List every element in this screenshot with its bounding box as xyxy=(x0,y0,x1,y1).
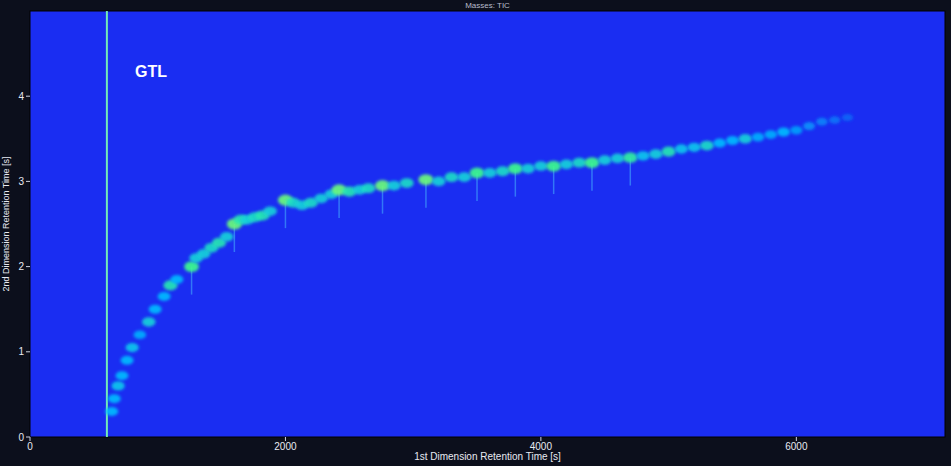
y-tick-label: 4 xyxy=(18,91,24,102)
peak-spot xyxy=(688,143,701,152)
peak-spot xyxy=(636,151,649,160)
y-tick xyxy=(26,437,30,438)
peak-spot xyxy=(418,174,433,185)
peak-spot xyxy=(829,116,841,124)
peak-spot xyxy=(521,164,535,174)
peak-spot xyxy=(263,206,277,216)
peak-spot xyxy=(777,127,790,136)
y-tick-label: 1 xyxy=(18,346,24,357)
peak-spot xyxy=(142,317,156,327)
peak-spot xyxy=(445,172,459,182)
y-tick-label: 0 xyxy=(18,432,24,443)
peak-spot xyxy=(623,152,638,163)
peak-spot xyxy=(585,157,600,168)
peak-spot xyxy=(133,330,146,339)
y-tick xyxy=(26,181,30,182)
x-tick-label: 6000 xyxy=(785,441,808,452)
peak-spot xyxy=(560,160,574,170)
peak-spot xyxy=(764,130,777,139)
peak-spot xyxy=(400,178,414,188)
peak-spot xyxy=(115,371,128,380)
peak-spot xyxy=(220,232,234,242)
peak-spot xyxy=(790,126,802,134)
peak-spot xyxy=(738,134,752,144)
peak-spot xyxy=(496,166,510,176)
y-tick-label: 3 xyxy=(18,176,24,187)
peak-spot xyxy=(598,155,612,165)
y-axis-title: 2nd Dimension Retention Time [s] xyxy=(1,156,11,291)
x-tick-label: 2000 xyxy=(274,441,297,452)
x-axis-title: 1st Dimension Retention Time [s] xyxy=(414,451,561,462)
peak-spot xyxy=(675,144,688,153)
peak-spot xyxy=(483,168,497,178)
y-tick-label: 2 xyxy=(18,261,24,272)
y-tick xyxy=(26,266,30,267)
title: Masses: TIC xyxy=(465,1,510,10)
peak-spot xyxy=(121,356,134,365)
peak-spot xyxy=(700,141,714,151)
peak-spot xyxy=(457,172,471,182)
peak-spot xyxy=(803,122,815,130)
plot-area xyxy=(30,11,945,437)
peak-spot xyxy=(546,161,561,172)
peak-spot xyxy=(726,136,739,145)
peak-spot xyxy=(158,292,171,301)
peak-spot xyxy=(713,139,726,148)
peak-spot xyxy=(572,158,586,168)
marks xyxy=(105,11,853,437)
annotation: GTL xyxy=(135,63,167,80)
peak-spot xyxy=(534,161,548,171)
peak-spot xyxy=(126,343,139,352)
peak-spot xyxy=(470,167,485,178)
peak-spot xyxy=(149,305,162,314)
chart: 0200040006000012341st Dimension Retentio… xyxy=(0,0,951,466)
peak-spot xyxy=(816,118,828,126)
peak-spot xyxy=(105,407,118,416)
x-tick-label: 0 xyxy=(27,441,33,452)
peak-spot xyxy=(432,177,446,187)
peak-spot xyxy=(170,275,183,284)
peak-spot xyxy=(662,146,676,156)
peak-spot xyxy=(611,154,625,164)
solvent-peak xyxy=(106,11,108,437)
peak-spot xyxy=(111,381,124,390)
peak-spot xyxy=(362,183,376,193)
y-tick xyxy=(26,96,30,97)
peak-spot xyxy=(108,394,121,403)
y-tick xyxy=(26,351,30,352)
peak-spot xyxy=(752,133,765,142)
peak-spot xyxy=(649,149,663,159)
peak-spot xyxy=(508,163,523,174)
peak-spot xyxy=(842,114,853,121)
peak-spot xyxy=(387,181,401,191)
